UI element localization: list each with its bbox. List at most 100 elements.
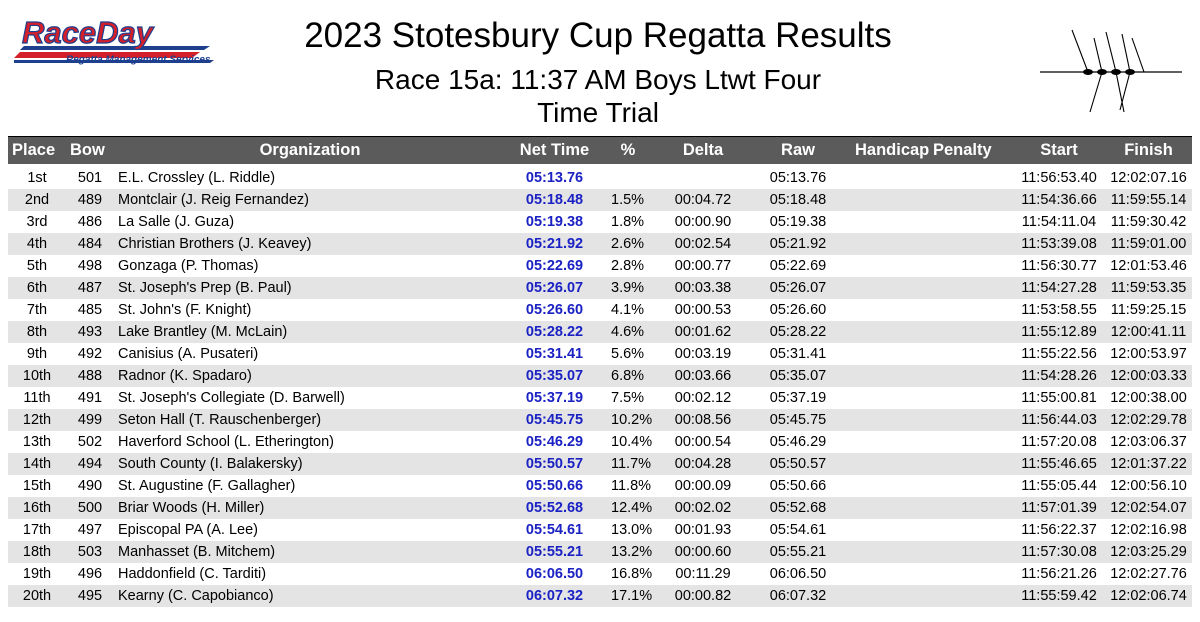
- rowing-shell-icon: [1036, 28, 1186, 116]
- start-time-cell: 11:55:46.65: [1021, 456, 1097, 472]
- penalty-cell: [933, 299, 1013, 321]
- penalty-cell: [933, 321, 1013, 343]
- table-row: 9th 492 Canisius (A. Pusateri) 05:31.41 5.6%…: [8, 343, 1192, 365]
- handicap-cell: [843, 365, 933, 387]
- organization-cell: Haddonfield (C. Tarditi): [118, 566, 267, 582]
- penalty-cell: [933, 211, 1013, 233]
- table-header-row: Place Bow Organization Net Time % Delta …: [8, 136, 1192, 164]
- table-row: 1st 501 E.L. Crossley (L. Riddle) 05:13.76 0…: [8, 164, 1192, 189]
- column-header-organization: Organization: [114, 136, 506, 164]
- raw-time-cell: 05:28.22: [769, 324, 827, 340]
- percent-cell: 5.6%: [611, 346, 645, 362]
- net-time-cell: 05:28.22: [525, 324, 584, 340]
- net-time-cell: 05:52.68: [525, 500, 584, 516]
- start-time-cell: 11:55:00.81: [1021, 390, 1097, 406]
- place-cell: 11th: [23, 390, 51, 406]
- delta-cell: 00:02.02: [674, 500, 732, 516]
- organization-cell: Episcopal PA (A. Lee): [118, 522, 258, 538]
- percent-cell: 11.8%: [611, 478, 652, 494]
- column-header-penalty: Penalty: [933, 136, 1013, 164]
- penalty-cell: [933, 453, 1013, 475]
- handicap-cell: [843, 519, 933, 541]
- delta-cell: 00:00.90: [674, 214, 732, 230]
- table-row: 15th 490 St. Augustine (F. Gallagher) 05:50…: [8, 475, 1192, 497]
- bow-number-cell: 501: [77, 170, 103, 186]
- table-row: 3rd 486 La Salle (J. Guza) 05:19.38 1.8% 00:0…: [8, 211, 1192, 233]
- bow-number-cell: 493: [77, 324, 103, 340]
- raw-time-cell: 05:35.07: [769, 368, 827, 384]
- percent-cell: 12.4%: [611, 500, 653, 516]
- start-time-cell: 11:55:59.42: [1021, 588, 1097, 604]
- start-time-cell: 11:53:39.08: [1021, 236, 1097, 252]
- net-time-cell: 05:37.19: [525, 390, 584, 406]
- start-time-cell: 11:56:22.37: [1021, 522, 1097, 538]
- organization-cell: Christian Brothers (J. Keavey): [118, 236, 312, 252]
- bow-number-cell: 497: [77, 522, 103, 538]
- penalty-cell: [933, 365, 1013, 387]
- start-time-cell: 11:55:22.56: [1021, 346, 1097, 362]
- table-row: 19th 496 Haddonfield (C. Tarditi) 06:06.50 1…: [8, 563, 1192, 585]
- raw-time-cell: 05:46.29: [769, 434, 827, 450]
- place-cell: 2nd: [24, 192, 50, 208]
- finish-time-cell: 12:02:06.74: [1110, 588, 1187, 604]
- place-cell: 17th: [22, 522, 52, 538]
- handicap-cell: [843, 211, 933, 233]
- place-cell: 7th: [26, 302, 48, 318]
- percent-cell: 7.5%: [611, 390, 645, 406]
- finish-time-cell: 12:02:16.98: [1110, 522, 1187, 538]
- net-time-cell: 05:50.66: [525, 478, 584, 494]
- organization-cell: St. Augustine (F. Gallagher): [118, 478, 296, 494]
- delta-cell: 00:00.77: [674, 258, 732, 274]
- place-cell: 19th: [22, 566, 52, 582]
- net-time-cell: 05:50.57: [525, 456, 584, 472]
- column-header-place: Place: [8, 136, 66, 164]
- handicap-cell: [843, 233, 933, 255]
- finish-time-cell: 12:03:06.37: [1110, 434, 1187, 450]
- bow-number-cell: 485: [77, 302, 103, 318]
- finish-time-cell: 12:02:29.78: [1110, 412, 1187, 428]
- place-cell: 18th: [22, 544, 52, 560]
- organization-cell: Kearny (C. Capobianco): [118, 588, 274, 604]
- bow-number-cell: 495: [77, 588, 103, 604]
- penalty-cell: [933, 255, 1013, 277]
- bow-number-cell: 489: [77, 192, 103, 208]
- delta-cell: 00:04.72: [674, 192, 732, 208]
- table-row: 4th 484 Christian Brothers (J. Keavey) 05:2…: [8, 233, 1192, 255]
- column-header-percent: %: [603, 136, 653, 164]
- finish-time-cell: 11:59:01.00: [1110, 236, 1187, 252]
- raw-time-cell: 05:45.75: [769, 412, 827, 428]
- percent-cell: 16.8%: [611, 566, 653, 582]
- organization-cell: South County (I. Balakersky): [118, 456, 303, 472]
- finish-time-cell: 11:59:30.42: [1110, 214, 1187, 230]
- place-cell: 14th: [22, 456, 52, 472]
- delta-cell: 00:02.12: [674, 390, 732, 406]
- organization-cell: St. John's (F. Knight): [118, 302, 252, 318]
- percent-cell: 6.8%: [611, 368, 645, 384]
- finish-time-cell: 12:02:07.16: [1110, 170, 1187, 186]
- table-row: 6th 487 St. Joseph's Prep (B. Paul) 05:26.0…: [8, 277, 1192, 299]
- results-body: 1st 501 E.L. Crossley (L. Riddle) 05:13.76 0…: [8, 164, 1192, 607]
- organization-cell: Seton Hall (T. Rauschenberger): [118, 412, 322, 428]
- race-subtitle: Time Trial: [537, 97, 659, 128]
- start-time-cell: 11:54:27.28: [1021, 280, 1097, 296]
- delta-cell: 00:04.28: [674, 456, 732, 472]
- start-time-cell: 11:54:36.66: [1021, 192, 1097, 208]
- table-row: 16th 500 Briar Woods (H. Miller) 05:52.68 12…: [8, 497, 1192, 519]
- table-row: 12th 499 Seton Hall (T. Rauschenberger) 05:…: [8, 409, 1192, 431]
- raw-time-cell: 05:37.19: [769, 390, 827, 406]
- net-time-cell: 06:07.32: [525, 588, 584, 604]
- raw-time-cell: 05:18.48: [769, 192, 827, 208]
- net-time-cell: 05:45.75: [525, 412, 584, 428]
- raw-time-cell: 05:52.68: [769, 500, 827, 516]
- start-time-cell: 11:56:21.26: [1021, 566, 1097, 582]
- place-cell: 20th: [22, 588, 52, 604]
- penalty-cell: [933, 189, 1013, 211]
- results-table: Place Bow Organization Net Time % Delta …: [8, 136, 1192, 607]
- raw-time-cell: 05:22.69: [769, 258, 827, 274]
- net-time-cell: 05:31.41: [525, 346, 584, 362]
- organization-cell: Canisius (A. Pusateri): [118, 346, 259, 362]
- penalty-cell: [933, 233, 1013, 255]
- raw-time-cell: 05:50.66: [769, 478, 827, 494]
- table-row: 13th 502 Haverford School (L. Etherington)…: [8, 431, 1192, 453]
- raw-time-cell: 06:07.32: [769, 588, 827, 604]
